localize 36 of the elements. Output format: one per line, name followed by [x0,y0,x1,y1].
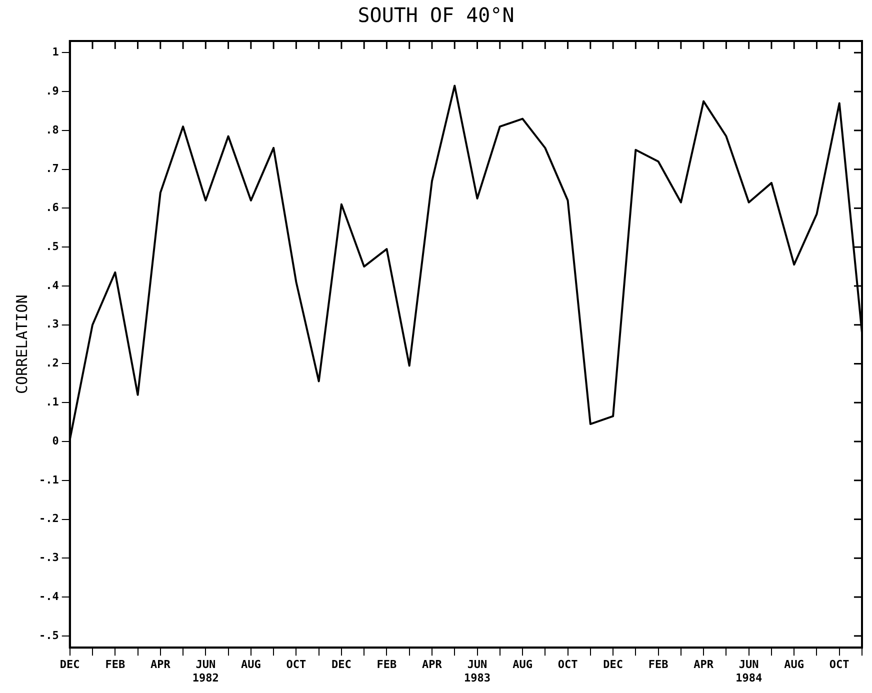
y-tick-label: -.3 [38,551,59,564]
x-tick-label: OCT [558,658,578,672]
y-tick-label: .1 [46,395,60,408]
x-tick-label: DEC [60,658,80,672]
y-tick-label: 1 [52,46,60,59]
y-axis-title: CORRELATION [12,294,31,394]
y-tick-label: .7 [46,162,59,176]
x-tick-label: FEB [376,658,398,672]
x-tick-label: JUN 1984 [736,658,762,684]
x-tick-label: OCT [829,658,850,672]
x-tick-label: FEB [648,658,669,672]
chart-title: SOUTH OF 40°N [358,3,514,28]
x-tick-label: AUG [784,658,804,672]
y-tick-label: -.5 [38,628,59,642]
x-tick-label: OCT [286,658,306,672]
x-tick-label: APR [150,658,171,672]
y-tick-label: .2 [46,356,59,370]
y-tick-label: .6 [46,201,60,214]
y-tick-label: .3 [46,318,59,331]
x-tick-label: JUN 1982 [192,658,219,684]
x-tick-label: APR [694,658,714,672]
y-tick-label: -.4 [38,590,60,603]
x-tick-label: FEB [105,658,126,672]
x-tick-label: APR [422,658,442,672]
y-tick-label: 0 [52,434,59,448]
y-tick-label: .9 [46,84,59,98]
y-tick-label: -.2 [38,512,59,526]
x-tick-label: AUG [512,658,533,672]
x-tick-label: DEC [603,658,623,672]
x-tick-label: DEC [332,658,352,672]
y-tick-label: -.1 [38,473,60,486]
y-tick-label: .5 [46,240,59,253]
y-tick-label: .8 [46,123,59,136]
y-tick-label: .4 [46,278,60,292]
x-tick-label: JUN 1983 [464,658,490,684]
x-tick-label: AUG [240,658,262,672]
